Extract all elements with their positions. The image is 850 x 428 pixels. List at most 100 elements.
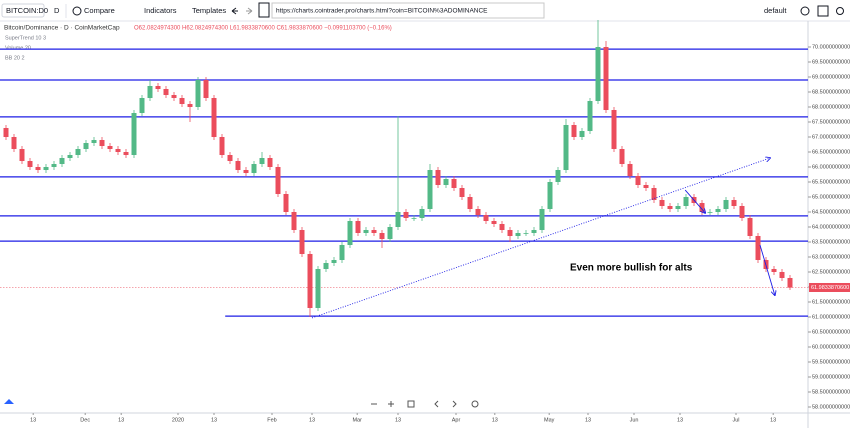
candle-body <box>443 179 449 186</box>
candle-body <box>211 98 217 138</box>
candle-body <box>635 176 641 186</box>
candle-body <box>355 220 361 233</box>
trend-line <box>311 158 770 319</box>
legend-ohlc: O62.0824974300 H62.0824974300 L61.983387… <box>134 26 392 32</box>
symbol[interactable]: BITCOIN:D0 <box>6 6 48 15</box>
candle-body <box>379 232 385 239</box>
candle-body <box>587 101 593 132</box>
candle-body <box>435 170 441 186</box>
candle-body <box>83 143 89 150</box>
url-bar[interactable] <box>271 2 545 19</box>
candle-body <box>571 125 577 138</box>
candle-body <box>411 217 417 219</box>
x-tick-label: 13 <box>492 417 498 423</box>
x-tick-label: 13 <box>118 417 124 423</box>
y-tick-label: 67.5000000000 <box>812 119 850 125</box>
compare-button[interactable]: Compare <box>84 6 115 15</box>
candle-body <box>619 149 625 165</box>
candle-body <box>323 262 329 269</box>
candle-body <box>531 229 537 233</box>
y-tick-label: 69.5000000000 <box>812 59 850 65</box>
candle-body <box>755 235 761 260</box>
x-tick-label: 13 <box>395 417 401 423</box>
candle-body <box>707 212 713 213</box>
candle-body <box>43 167 49 171</box>
candle-body <box>475 209 481 215</box>
candle-body <box>611 110 617 150</box>
candle-body <box>779 271 785 278</box>
candle-body <box>659 200 665 207</box>
interval[interactable]: D <box>54 6 60 15</box>
candle-body <box>563 125 569 171</box>
logo <box>4 399 14 404</box>
candle-body <box>723 200 729 210</box>
candle-body <box>419 209 425 218</box>
settings-button[interactable] <box>800 6 810 16</box>
x-tick-label: Mar <box>352 417 362 423</box>
candle-body <box>627 164 633 177</box>
y-tick-label: 58.0000000000 <box>812 404 850 410</box>
candle-body <box>371 229 377 233</box>
candle-body <box>99 140 105 147</box>
annotation: Even more bullish for alts <box>570 263 693 274</box>
scroll-left[interactable] <box>434 400 439 408</box>
y-tick-label: 64.5000000000 <box>812 209 850 215</box>
y-tick-label: 66.0000000000 <box>812 164 850 170</box>
candle-body <box>387 226 393 239</box>
candle-body <box>171 95 177 99</box>
reset-scale[interactable] <box>407 400 415 408</box>
candle-body <box>467 197 473 210</box>
plot-area <box>0 20 808 319</box>
candle-body <box>27 161 33 168</box>
y-tick-label: 63.0000000000 <box>812 254 850 260</box>
x-tick-label: 13 <box>211 417 217 423</box>
layout-name[interactable]: default <box>764 6 787 15</box>
fullscreen-button[interactable] <box>817 5 829 17</box>
candle-body <box>731 200 737 207</box>
last-price-box <box>809 282 850 292</box>
y-tick-label: 61.0000000000 <box>812 314 850 320</box>
candle-body <box>403 212 409 218</box>
x-tick-label: 13 <box>30 417 36 423</box>
compare-icon[interactable] <box>72 6 82 16</box>
legend: Bitcoin/Dominance · D · CoinMarketCap O6… <box>4 25 392 62</box>
reset-chart[interactable] <box>471 400 479 408</box>
candle-body <box>227 155 233 162</box>
trend-line <box>684 189 705 213</box>
study-label: BB 20 2 <box>5 55 25 61</box>
indicators-button[interactable]: Indicators <box>144 6 177 15</box>
y-tick-label: 59.0000000000 <box>812 374 850 380</box>
symbol-box[interactable] <box>1 3 45 18</box>
y-tick-label: 68.0000000000 <box>812 104 850 110</box>
candle-body <box>515 232 521 236</box>
candle-body <box>251 164 257 174</box>
templates-button[interactable]: Templates <box>192 6 226 15</box>
x-tick-label: Jul <box>732 417 739 423</box>
y-tick-label: 59.5000000000 <box>812 359 850 365</box>
candle-body <box>107 146 113 150</box>
candle-body <box>395 212 401 227</box>
y-tick-label: 68.5000000000 <box>812 89 850 95</box>
candle-body <box>507 229 513 236</box>
redo-button[interactable] <box>246 7 253 15</box>
zoom-controls <box>371 400 479 408</box>
candle-body <box>523 232 529 234</box>
candle-body <box>307 253 313 308</box>
candle-body <box>651 188 657 201</box>
url[interactable]: https://charts.cointrader.pro/charts.htm… <box>276 8 488 15</box>
x-tick-label: 13 <box>585 417 591 423</box>
y-tick-label: 60.0000000000 <box>812 344 850 350</box>
candle-body <box>643 185 649 189</box>
candle-body <box>155 86 161 90</box>
zoom-in[interactable] <box>388 401 394 407</box>
scroll-right[interactable] <box>452 400 457 408</box>
last-price-label: 61.9833870600 <box>811 285 849 291</box>
candle-body <box>51 164 57 168</box>
candle-body <box>579 131 585 138</box>
candle-body <box>291 212 297 230</box>
candle-body <box>115 149 121 153</box>
undo-button[interactable] <box>231 7 238 15</box>
snapshot-button[interactable] <box>836 7 844 15</box>
candle-body <box>683 197 689 207</box>
